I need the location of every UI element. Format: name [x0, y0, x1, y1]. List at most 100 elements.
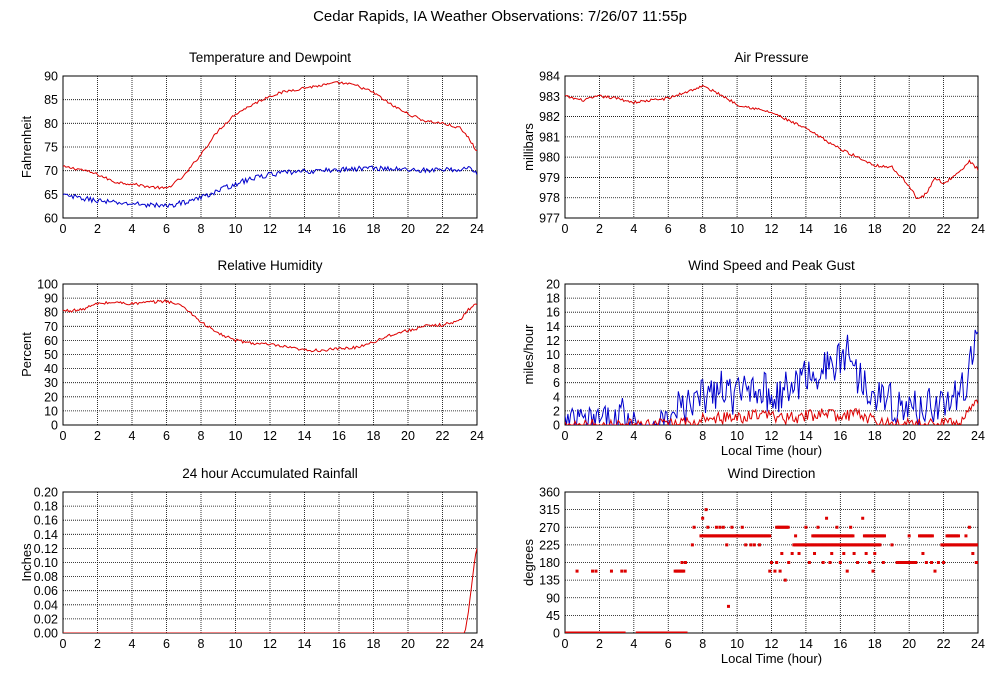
x-tick-label: 16	[332, 429, 346, 443]
y-tick-label: 80	[44, 117, 58, 131]
x-tick-label: 18	[868, 222, 882, 236]
x-tick-label: 0	[60, 637, 67, 651]
x-tick-label: 18	[868, 637, 882, 651]
direction-point	[594, 569, 598, 573]
plot-frame	[62, 75, 478, 219]
y-tick-label: 90	[44, 70, 58, 84]
direction-point	[907, 534, 911, 538]
direction-point	[735, 534, 739, 538]
y-tick-label: 270	[539, 521, 560, 535]
direction-point	[845, 569, 849, 573]
direction-point	[752, 543, 756, 547]
y-tick-label: 315	[539, 503, 560, 517]
x-tick-label: 14	[799, 222, 813, 236]
y-tick-label: 70	[44, 320, 58, 334]
x-tick-label: 24	[971, 429, 985, 443]
direction-point	[974, 561, 978, 564]
direction-point	[794, 534, 798, 538]
y-tick-label: 90	[44, 292, 58, 306]
direction-point	[680, 561, 684, 564]
series-points-direction	[565, 508, 978, 633]
x-tick-label: 10	[229, 222, 243, 236]
direction-point	[856, 561, 860, 564]
y-tick-label: 180	[539, 556, 560, 570]
direction-point	[838, 561, 842, 564]
x-tick-label: 14	[298, 222, 312, 236]
y-tick-label: 978	[539, 191, 560, 205]
y-tick-label: 0.14	[34, 528, 58, 542]
direction-point	[778, 569, 782, 573]
plot-frame	[564, 75, 979, 219]
direction-point	[816, 525, 820, 529]
direction-point	[828, 561, 832, 564]
direction-point	[821, 561, 825, 564]
direction-point	[942, 561, 946, 564]
x-tick-label: 6	[665, 222, 672, 236]
direction-point	[682, 569, 686, 573]
direction-point	[704, 508, 708, 512]
y-axis-label: miles/hour	[521, 324, 536, 385]
y-tick-label: 0	[553, 627, 560, 641]
x-tick-label: 22	[436, 429, 450, 443]
direction-point	[783, 578, 787, 582]
y-tick-label: 984	[539, 70, 560, 84]
x-tick-label: 10	[229, 429, 243, 443]
direction-point	[701, 516, 705, 520]
chart-title: Wind Direction	[728, 466, 816, 481]
chart-title: Wind Speed and Peak Gust	[688, 258, 855, 273]
y-tick-label: 85	[44, 93, 58, 107]
plot-area	[565, 84, 978, 200]
chart-title: Air Pressure	[734, 50, 808, 65]
chart-title: Temperature and Dewpoint	[189, 50, 351, 65]
direction-point	[890, 543, 894, 547]
x-tick-label: 20	[902, 429, 916, 443]
x-tick-label: 4	[630, 222, 637, 236]
x-tick-label: 20	[401, 429, 415, 443]
y-tick-label: 30	[44, 376, 58, 390]
y-tick-label: 0.20	[34, 486, 58, 500]
y-axis-label: Inches	[19, 543, 34, 582]
direction-point	[881, 561, 885, 564]
x-tick-label: 22	[937, 637, 951, 651]
y-tick-label: 980	[539, 151, 560, 165]
chart-title: 24 hour Accumulated Rainfall	[182, 466, 358, 481]
series-line-humidity-0	[63, 299, 477, 353]
x-tick-label: 20	[401, 222, 415, 236]
y-tick-label: 982	[539, 110, 560, 124]
x-tick-label: 10	[730, 222, 744, 236]
direction-point	[714, 525, 718, 529]
x-tick-label: 16	[833, 637, 847, 651]
y-tick-label: 979	[539, 171, 560, 185]
direction-point	[807, 561, 811, 564]
x-tick-label: 12	[765, 222, 779, 236]
y-tick-label: 75	[44, 141, 58, 155]
x-tick-label: 24	[470, 429, 484, 443]
y-tick-label: 8	[553, 362, 560, 376]
x-tick-label: 8	[198, 429, 205, 443]
y-tick-label: 10	[44, 404, 58, 418]
y-tick-label: 50	[44, 348, 58, 362]
y-axis-label: degrees	[521, 539, 536, 586]
x-tick-label: 12	[263, 222, 277, 236]
x-tick-label: 6	[163, 222, 170, 236]
direction-point	[718, 525, 722, 529]
x-tick-label: 8	[699, 637, 706, 651]
x-tick-label: 12	[263, 429, 277, 443]
x-tick-label: 10	[730, 429, 744, 443]
series-line-pressure-0	[565, 84, 978, 200]
direction-point	[780, 551, 784, 555]
x-tick-label: 2	[94, 637, 101, 651]
direction-point	[956, 534, 960, 538]
plot-area	[565, 508, 978, 633]
x-tick-label: 14	[298, 637, 312, 651]
direction-point	[797, 551, 801, 555]
direction-point	[804, 525, 808, 529]
x-tick-label: 24	[971, 637, 985, 651]
x-tick-label: 6	[163, 429, 170, 443]
